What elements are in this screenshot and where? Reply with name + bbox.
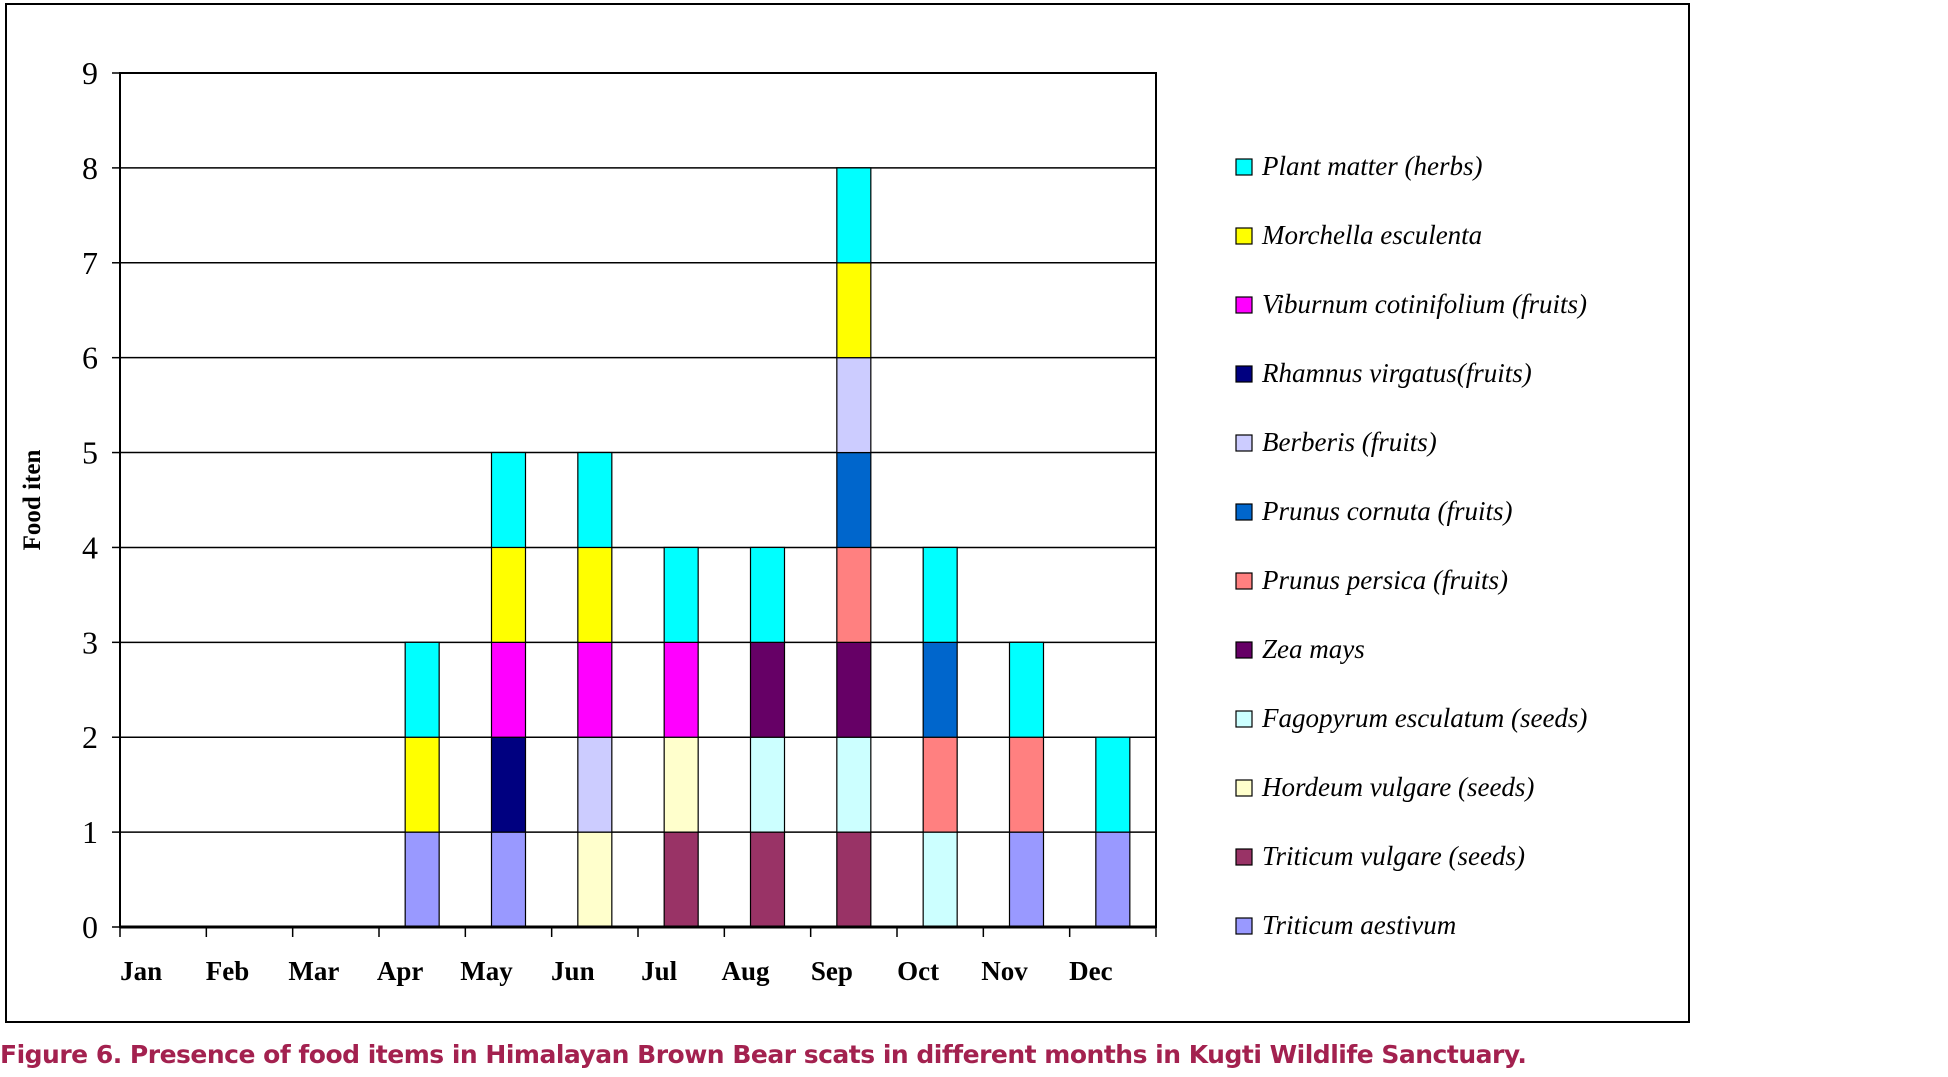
y-tick-label: 9 [82, 55, 98, 91]
legend-label: Morchella esculenta [1261, 220, 1482, 250]
y-tick-label: 6 [82, 340, 98, 376]
legend-label: Triticum aestivum [1262, 910, 1456, 940]
x-tick-label: Apr [377, 956, 424, 986]
bar-segment [749, 736, 786, 833]
bar-segment [490, 736, 527, 833]
bar-segment [1008, 831, 1045, 928]
legend-label: Fagopyrum esculatum (seeds) [1261, 703, 1587, 733]
x-tick-label: Mar [288, 956, 339, 986]
legend-label: Berberis (fruits) [1262, 427, 1437, 457]
x-tick-label: Jun [551, 956, 595, 986]
y-tick-label: 1 [82, 814, 98, 850]
legend-label: Hordeum vulgare (seeds) [1261, 772, 1534, 802]
bar-segment [922, 736, 958, 833]
legend-swatch [1235, 572, 1253, 590]
y-tick-label: 0 [82, 909, 98, 945]
bar-segment [922, 641, 958, 738]
bar-segment [1008, 736, 1045, 833]
bar-segment [490, 451, 527, 549]
bar-segment [577, 546, 613, 643]
bar-segment [404, 736, 440, 833]
bar-segment [577, 641, 613, 738]
bar-segment [577, 831, 613, 928]
legend-label: Triticum vulgare (seeds) [1262, 841, 1525, 871]
bar-segment [1095, 831, 1131, 928]
bar-segment [663, 736, 699, 833]
bar-segment [836, 641, 872, 738]
bar-segment [836, 831, 872, 928]
y-tick-label: 5 [82, 435, 98, 471]
legend-label: Rhamnus virgatus(fruits) [1261, 358, 1532, 388]
bar-segment [836, 262, 872, 359]
x-tick-label: Jul [641, 956, 678, 986]
y-tick-label: 7 [82, 245, 98, 281]
bar-segment [836, 357, 872, 454]
bar-segment [1008, 641, 1045, 738]
bar-segment [577, 451, 613, 549]
legend-label: Prunus persica (fruits) [1261, 565, 1508, 595]
bar-segment [922, 831, 958, 928]
x-tick-label: Nov [981, 956, 1028, 986]
legend-label: Viburnum cotinifolium (fruits) [1262, 289, 1587, 319]
x-tick-label: Sep [811, 956, 853, 986]
bar-segment [663, 831, 699, 928]
y-tick-label: 4 [82, 529, 98, 565]
y-axis-label: Food iten [19, 450, 46, 551]
bar-segment [404, 831, 440, 928]
bar-segment [490, 546, 527, 643]
y-tick-label: 2 [82, 719, 98, 755]
bar-segment [1095, 736, 1131, 833]
bar-segment [490, 641, 527, 738]
plot-area [119, 72, 1157, 928]
legend-swatch [1235, 158, 1253, 176]
bar-segment [663, 546, 699, 643]
bar-segment [749, 641, 786, 738]
y-tick-label: 3 [82, 624, 98, 660]
legend-swatch [1235, 434, 1253, 452]
x-tick-label: May [460, 956, 513, 986]
legend-swatch [1235, 917, 1253, 935]
x-tick-label: Aug [721, 956, 770, 986]
x-tick-label: Jan [120, 956, 162, 986]
bar-segment [577, 736, 613, 833]
x-tick-label: Feb [206, 956, 250, 986]
legend-swatch [1235, 848, 1253, 866]
bar-segment [836, 167, 872, 264]
bar-segment [490, 831, 527, 928]
legend-label: Plant matter (herbs) [1261, 151, 1482, 181]
bar-segment [836, 736, 872, 833]
legend-swatch [1235, 365, 1253, 383]
legend-swatch [1235, 641, 1253, 659]
legend-swatch [1235, 779, 1253, 797]
bar-segment [749, 546, 786, 643]
legend-swatch [1235, 710, 1253, 728]
bar-segment [404, 641, 440, 738]
bar-segment [663, 641, 699, 738]
x-tick-label: Dec [1069, 956, 1112, 986]
legend-swatch [1235, 503, 1253, 521]
bar-segment [836, 546, 872, 643]
bar-segment [836, 451, 872, 549]
legend-swatch [1235, 296, 1253, 314]
bar-segment [749, 831, 786, 928]
x-tick-label: Oct [897, 956, 939, 986]
legend-label: Zea mays [1262, 634, 1365, 664]
bar-segment [922, 546, 958, 643]
legend-swatch [1235, 227, 1253, 245]
figure-caption: Figure 6. Presence of food items in Hima… [0, 1040, 1527, 1069]
y-tick-label: 8 [82, 150, 98, 186]
legend-label: Prunus cornuta (fruits) [1261, 496, 1513, 526]
